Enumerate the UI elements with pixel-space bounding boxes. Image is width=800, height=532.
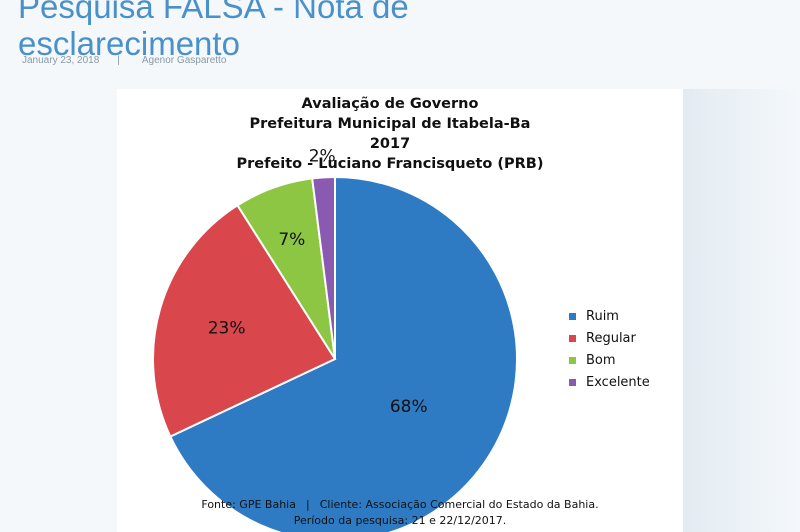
legend-swatch <box>569 378 576 386</box>
legend-label: Ruim <box>586 308 619 324</box>
data-label-regular: 23% <box>208 319 246 339</box>
chart-title-line: 2017 <box>369 136 411 152</box>
legend-item: Ruim <box>569 305 650 327</box>
chart-title: Avaliação de Governo Prefeitura Municipa… <box>117 94 663 174</box>
source-cliente: Cliente: Associação Comercial do Estado … <box>319 498 599 511</box>
post-title-line2[interactable]: esclarecimento <box>18 25 240 62</box>
source-line-2: Período da pesquisa: 21 e 22/12/2017. <box>293 514 507 527</box>
legend-item: Excelente <box>569 371 650 393</box>
legend-item: Regular <box>569 327 650 349</box>
pie-slice-excelente <box>311 175 336 360</box>
post-meta: January 23, 2018 | Agenor Gasparetto <box>22 55 226 66</box>
post-title[interactable]: Pesquisa FALSA - Nota de esclarecimento <box>18 0 718 62</box>
source-fonte: Fonte: GPE Bahia <box>201 498 296 511</box>
pie-chart: 68% 23% 7% 2% <box>152 147 518 532</box>
legend-label: Bom <box>586 352 616 368</box>
post-date[interactable]: January 23, 2018 <box>22 55 100 66</box>
page-shadow <box>683 89 800 532</box>
legend-label: Excelente <box>586 374 650 390</box>
chart-image: Avaliação de Governo Prefeitura Municipa… <box>117 89 683 532</box>
pie-slice-regular <box>152 203 337 438</box>
data-label-ruim: 68% <box>390 397 428 417</box>
chart-source: Fonte: GPE Bahia | Cliente: Associação Com… <box>117 497 683 529</box>
legend-item: Bom <box>569 349 650 371</box>
post-author[interactable]: Agenor Gasparetto <box>141 55 227 66</box>
legend-swatch <box>569 312 576 320</box>
data-label-excelente: 2% <box>309 147 336 167</box>
source-line-1: Fonte: GPE Bahia | Cliente: Associação Com… <box>117 497 683 513</box>
chart-title-line: Prefeitura Municipal de Itabela-Ba <box>249 116 531 132</box>
pie-slice-ruim <box>168 175 518 532</box>
meta-separator: | <box>117 55 120 66</box>
source-separator: | <box>305 498 310 511</box>
legend-label: Regular <box>586 330 636 346</box>
data-label-bom: 7% <box>278 230 305 250</box>
legend-swatch <box>569 334 576 342</box>
chart-legend: Ruim Regular Bom Excelente <box>569 305 650 393</box>
post-title-line1[interactable]: Pesquisa FALSA - Nota de <box>18 0 409 25</box>
legend-swatch <box>569 356 576 364</box>
chart-title-line: Prefeito - Luciano Francisqueto (PRB) <box>236 156 544 172</box>
chart-title-line: Avaliação de Governo <box>301 96 479 112</box>
